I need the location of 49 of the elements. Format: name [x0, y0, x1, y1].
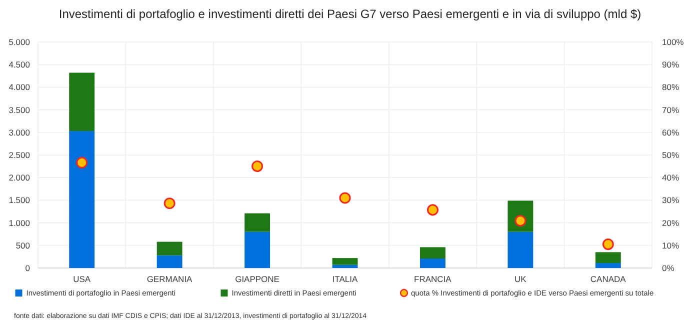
point — [602, 238, 614, 250]
y2-tick-label: 20% — [662, 218, 680, 228]
y2-tick-label: 40% — [662, 172, 680, 183]
y2-tick-label: 0% — [662, 262, 675, 273]
y2-tick-label: 30% — [662, 195, 680, 206]
x-tick-label: UK — [514, 274, 527, 284]
bar — [244, 213, 270, 232]
bar — [420, 258, 446, 268]
x-tick-label: GIAPPONE — [235, 274, 280, 284]
bar — [332, 264, 358, 268]
y2-tick-label: 80% — [662, 82, 680, 92]
y2-tick-label: 10% — [662, 240, 680, 250]
y-tick-label: 3.000 — [8, 127, 30, 138]
point — [76, 156, 88, 168]
y-tick-label: 4.000 — [8, 82, 30, 92]
y-tick-label: 5.000 — [8, 36, 30, 47]
chart-title: Investimenti di portafoglio e investimenti diretti dei Paesi G7 verso Paesi emergenti e in via di sviluppo (mld $) — [58, 7, 642, 21]
bar — [332, 258, 358, 265]
bar — [156, 255, 182, 268]
bar — [508, 232, 534, 268]
y-tick-label: 3.500 — [8, 104, 30, 115]
bar — [595, 252, 621, 264]
y2-tick-label: 90% — [662, 60, 680, 70]
bar — [69, 72, 95, 132]
x-tick-label: USA — [73, 274, 91, 284]
y-tick-label: 2.500 — [8, 150, 30, 160]
point — [339, 192, 351, 204]
y2-tick-label: 70% — [662, 104, 680, 115]
point — [164, 198, 176, 210]
x-tick-label: FRANCIA — [414, 274, 452, 284]
bar — [244, 232, 270, 268]
x-tick-label: ITALIA — [332, 274, 358, 284]
bar — [156, 242, 182, 256]
y2-tick-label: 50% — [662, 150, 680, 160]
x-tick-label: CANADA — [590, 274, 626, 284]
y-tick-label: 1.000 — [8, 218, 30, 228]
bar — [420, 247, 446, 259]
y2-tick-label: 100% — [662, 36, 684, 47]
x-tick-label: GERMANIA — [146, 274, 193, 284]
point — [426, 204, 438, 216]
y-tick-label: 1.500 — [8, 195, 30, 206]
y2-tick-label: 60% — [662, 127, 680, 138]
bar — [69, 131, 95, 268]
y-tick-label: 2.000 — [8, 172, 30, 183]
point — [252, 160, 264, 172]
bar — [595, 263, 621, 268]
y-tick-label: 0 — [25, 262, 30, 273]
y-tick-label: 500 — [16, 240, 30, 250]
y-tick-label: 4.500 — [8, 60, 30, 70]
